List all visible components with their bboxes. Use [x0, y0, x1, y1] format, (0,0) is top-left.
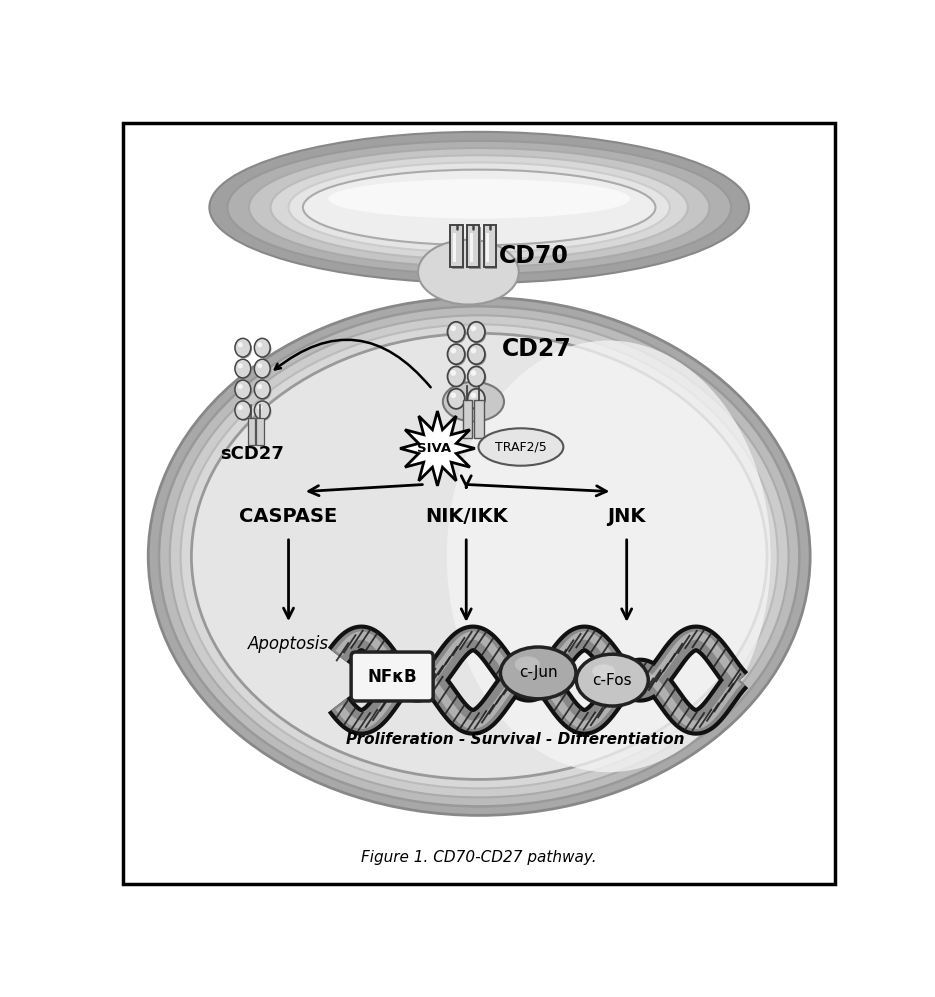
Ellipse shape: [270, 156, 688, 259]
Ellipse shape: [470, 325, 476, 331]
FancyBboxPatch shape: [256, 418, 264, 445]
Text: CD27: CD27: [502, 337, 572, 361]
Ellipse shape: [257, 342, 262, 347]
Ellipse shape: [468, 322, 485, 342]
Ellipse shape: [237, 384, 243, 389]
Ellipse shape: [451, 393, 456, 398]
FancyBboxPatch shape: [123, 124, 835, 883]
Text: Figure 1. CD70-CD27 pathway.: Figure 1. CD70-CD27 pathway.: [361, 849, 597, 864]
FancyBboxPatch shape: [352, 652, 433, 701]
FancyBboxPatch shape: [485, 227, 497, 269]
Ellipse shape: [180, 324, 778, 789]
Ellipse shape: [451, 348, 456, 354]
Ellipse shape: [451, 325, 456, 331]
FancyBboxPatch shape: [468, 227, 481, 269]
FancyBboxPatch shape: [248, 418, 255, 445]
Ellipse shape: [469, 368, 486, 388]
Ellipse shape: [237, 340, 252, 358]
FancyBboxPatch shape: [474, 400, 483, 438]
Ellipse shape: [470, 393, 476, 398]
Text: sCD27: sCD27: [221, 446, 284, 464]
Ellipse shape: [235, 380, 251, 399]
Ellipse shape: [303, 169, 655, 245]
Ellipse shape: [235, 338, 251, 357]
Ellipse shape: [255, 402, 271, 421]
Ellipse shape: [257, 384, 262, 389]
Text: c-Fos: c-Fos: [593, 673, 632, 688]
Ellipse shape: [289, 163, 669, 252]
Ellipse shape: [254, 401, 270, 420]
Ellipse shape: [479, 429, 564, 466]
Text: Apoptosis: Apoptosis: [248, 635, 329, 653]
FancyBboxPatch shape: [453, 233, 456, 262]
Ellipse shape: [576, 654, 648, 706]
Ellipse shape: [237, 382, 252, 400]
Ellipse shape: [470, 370, 476, 376]
Ellipse shape: [227, 141, 731, 274]
Ellipse shape: [237, 405, 243, 410]
FancyBboxPatch shape: [451, 225, 463, 267]
FancyBboxPatch shape: [463, 400, 472, 438]
Ellipse shape: [468, 367, 485, 387]
Ellipse shape: [447, 341, 770, 773]
Text: JNK: JNK: [608, 507, 646, 526]
Text: CASPASE: CASPASE: [239, 507, 338, 526]
Ellipse shape: [449, 390, 467, 411]
Ellipse shape: [235, 401, 251, 420]
Ellipse shape: [592, 664, 615, 679]
Ellipse shape: [149, 297, 810, 816]
FancyBboxPatch shape: [483, 225, 496, 267]
Ellipse shape: [468, 344, 485, 364]
Ellipse shape: [254, 359, 270, 378]
Ellipse shape: [449, 323, 467, 343]
Ellipse shape: [237, 402, 252, 421]
FancyBboxPatch shape: [452, 227, 464, 269]
Ellipse shape: [235, 359, 251, 378]
Text: TRAF2/5: TRAF2/5: [495, 441, 547, 454]
Text: Proliferation - Survival - Differentiation: Proliferation - Survival - Differentiati…: [346, 733, 684, 748]
Ellipse shape: [209, 132, 749, 283]
Ellipse shape: [255, 361, 271, 379]
Text: CD70: CD70: [499, 243, 569, 267]
Ellipse shape: [237, 361, 252, 379]
Ellipse shape: [257, 405, 262, 410]
Ellipse shape: [468, 389, 485, 409]
Ellipse shape: [448, 367, 465, 387]
Ellipse shape: [159, 306, 799, 807]
Ellipse shape: [192, 333, 767, 780]
Ellipse shape: [515, 656, 540, 672]
Text: SIVA: SIVA: [417, 442, 451, 455]
Ellipse shape: [448, 322, 465, 342]
Ellipse shape: [470, 348, 476, 354]
Ellipse shape: [443, 382, 504, 422]
Ellipse shape: [469, 323, 486, 343]
FancyBboxPatch shape: [467, 225, 480, 267]
Ellipse shape: [448, 389, 465, 409]
Ellipse shape: [254, 338, 270, 357]
Ellipse shape: [500, 647, 576, 699]
Polygon shape: [400, 411, 475, 486]
Ellipse shape: [469, 346, 486, 366]
Ellipse shape: [249, 149, 710, 267]
Ellipse shape: [257, 363, 262, 368]
Text: c-Jun: c-Jun: [519, 665, 557, 680]
Ellipse shape: [448, 344, 465, 364]
Ellipse shape: [237, 342, 243, 347]
Ellipse shape: [170, 315, 788, 798]
FancyBboxPatch shape: [486, 233, 490, 262]
Ellipse shape: [328, 179, 630, 218]
Ellipse shape: [469, 390, 486, 411]
Ellipse shape: [255, 340, 271, 358]
Ellipse shape: [449, 346, 467, 366]
Ellipse shape: [449, 368, 467, 388]
Text: NFκB: NFκB: [367, 668, 417, 686]
Ellipse shape: [237, 363, 243, 368]
Ellipse shape: [255, 382, 271, 400]
Ellipse shape: [254, 380, 270, 399]
Ellipse shape: [451, 370, 456, 376]
FancyBboxPatch shape: [469, 233, 473, 262]
Ellipse shape: [418, 240, 519, 304]
Text: NIK/IKK: NIK/IKK: [424, 507, 508, 526]
